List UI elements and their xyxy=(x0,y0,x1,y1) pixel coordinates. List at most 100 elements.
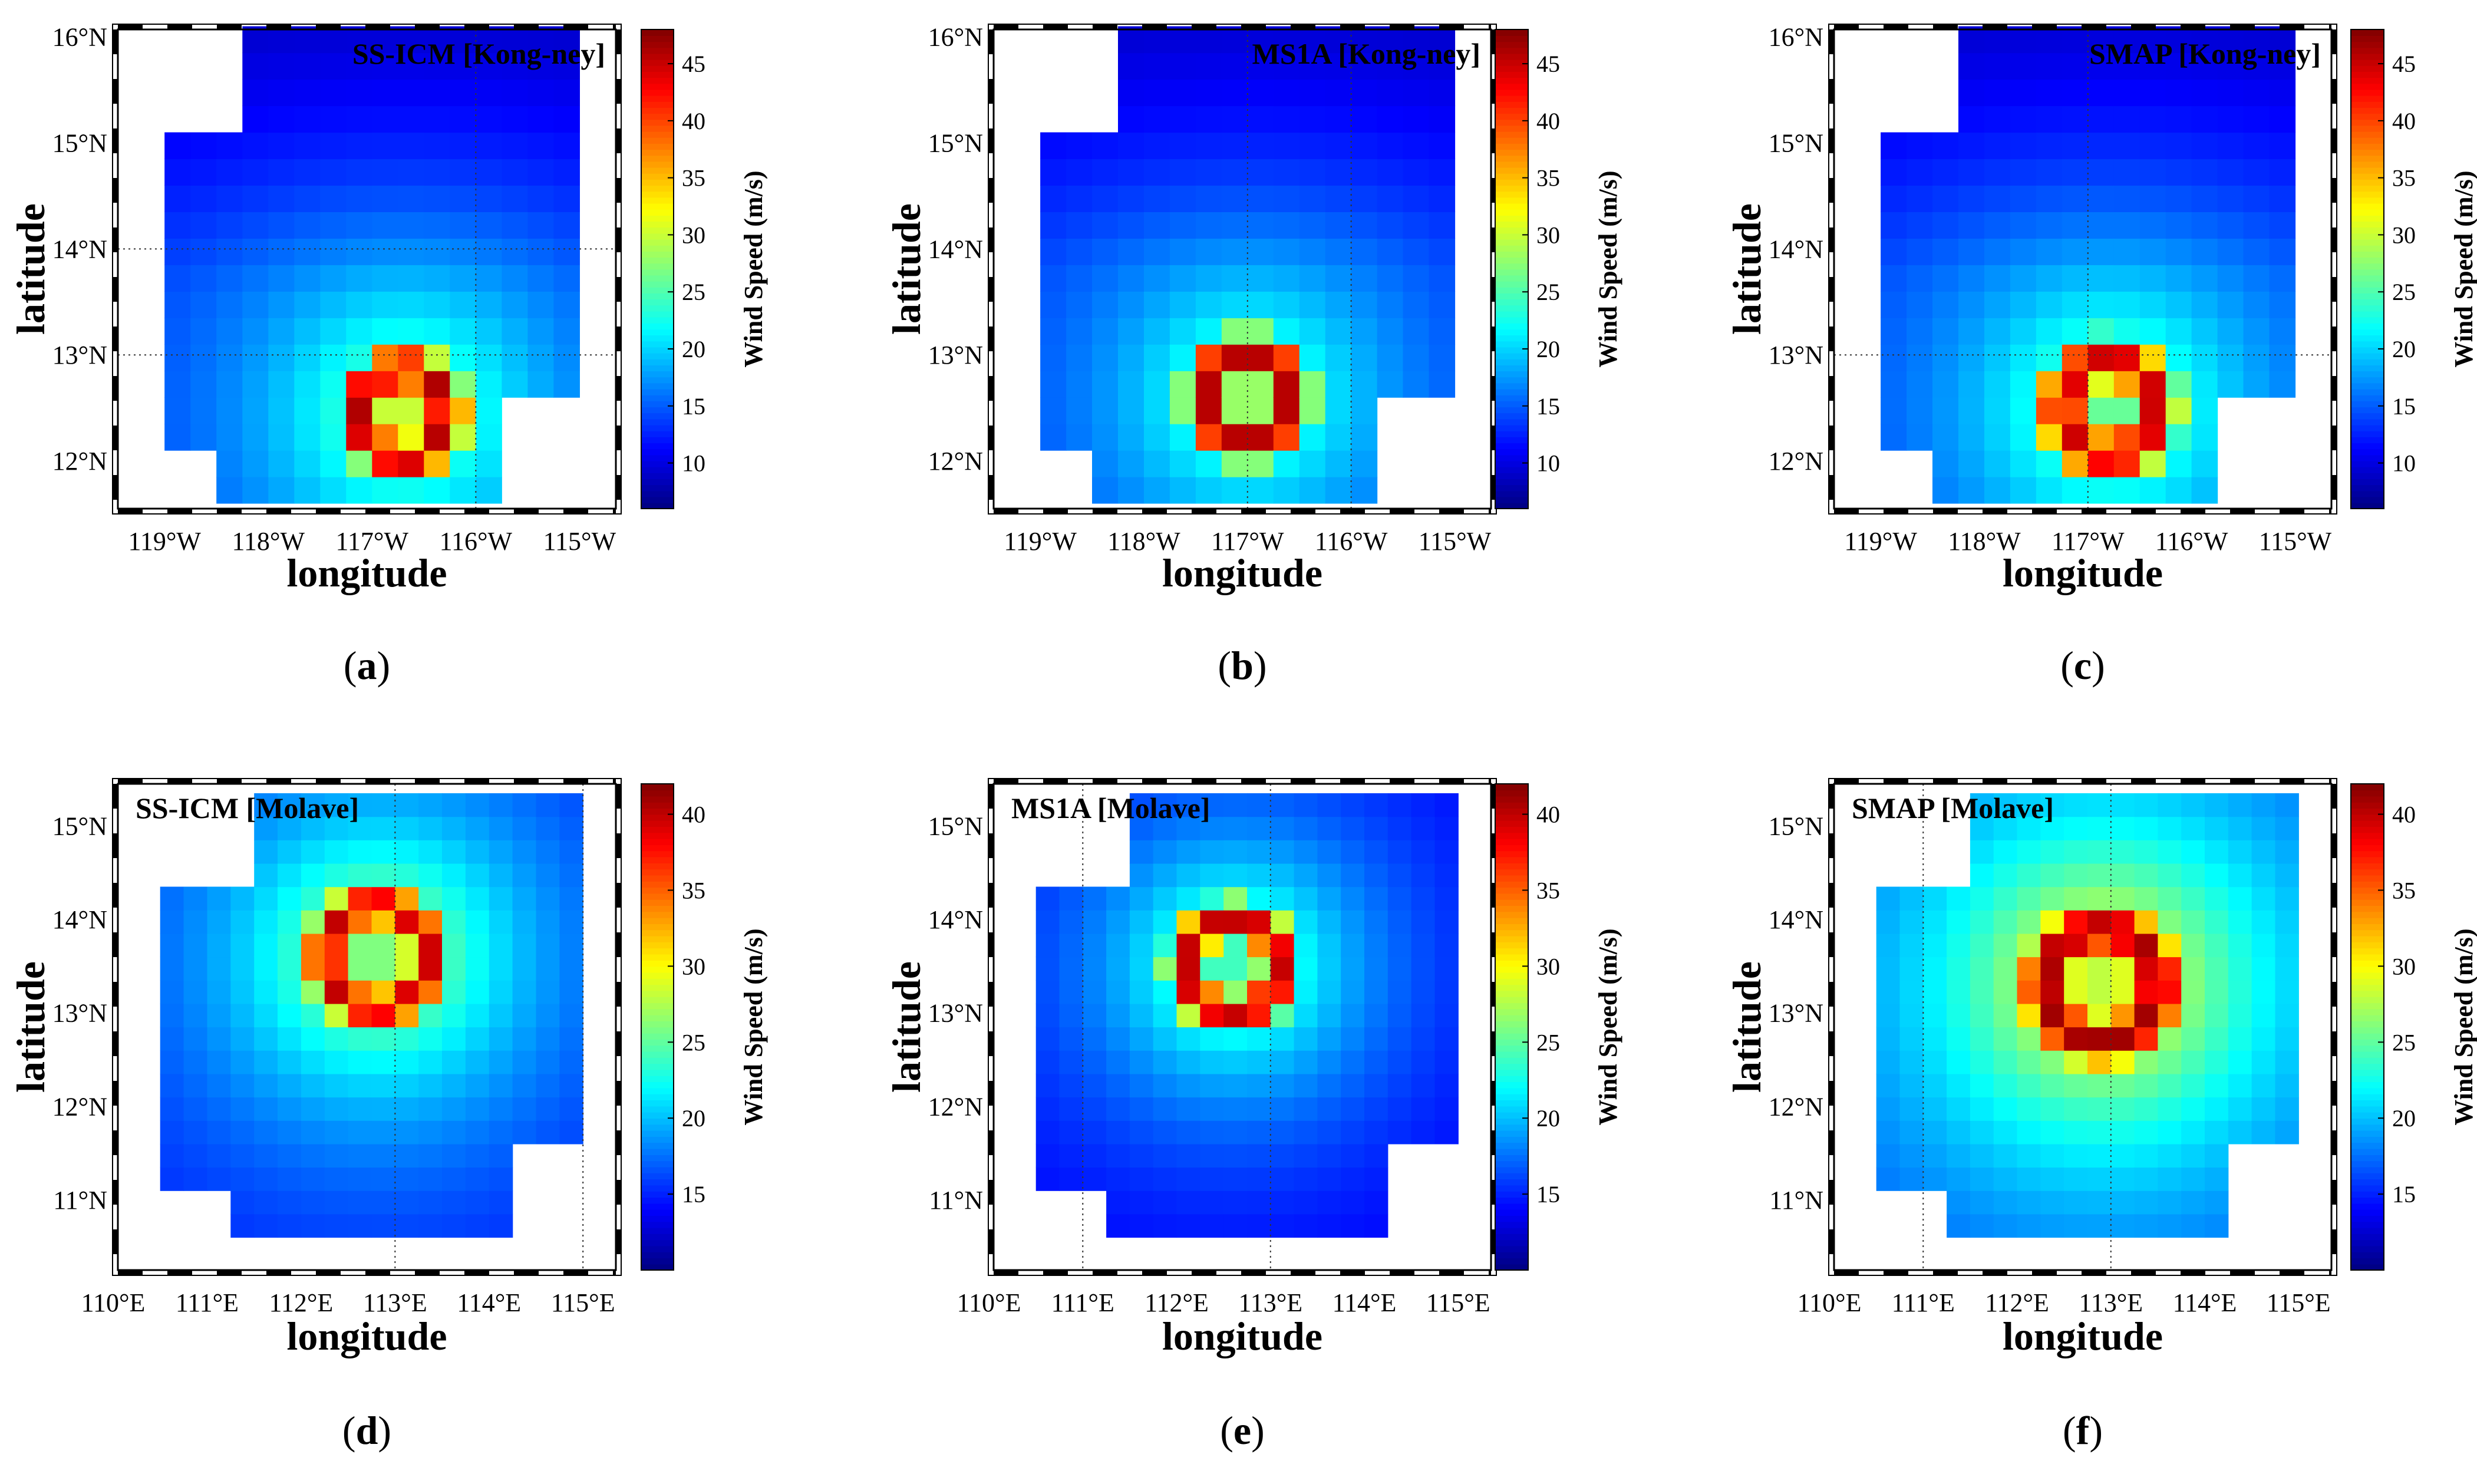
colorbar-step xyxy=(1495,203,1528,210)
heatmap-cell xyxy=(1247,1050,1271,1074)
colorbar-tick-label: 45 xyxy=(2392,51,2416,77)
colorbar-step xyxy=(641,418,674,426)
heatmap-cell xyxy=(324,816,349,840)
heatmap-cell xyxy=(450,79,476,107)
colorbar-step xyxy=(1495,251,1528,258)
heatmap-cell xyxy=(1092,291,1119,318)
heatmap-cell xyxy=(2010,212,2037,239)
heatmap-cell xyxy=(2134,933,2158,958)
heatmap-cell xyxy=(1984,265,2011,292)
colorbar-step xyxy=(641,113,674,120)
colorbar-tick-label: 10 xyxy=(682,450,705,477)
heatmap-cell xyxy=(1247,105,1274,133)
heatmap-cell xyxy=(1429,52,1456,80)
frame-tick xyxy=(613,1270,616,1275)
frame-tick xyxy=(616,426,621,450)
heatmap-cell xyxy=(1118,212,1145,239)
frame-tick xyxy=(563,1270,588,1275)
frame-tick xyxy=(2131,1270,2156,1275)
colorbar-step xyxy=(641,942,674,949)
heatmap-cell xyxy=(1364,1213,1388,1238)
colorbar-tick-label: 20 xyxy=(682,1105,705,1132)
heatmap-cell xyxy=(1876,980,1901,1004)
frame-tick xyxy=(1142,509,1167,514)
heatmap-cell xyxy=(1092,212,1119,239)
heatmap-cell xyxy=(1993,1073,2018,1098)
heatmap-cell xyxy=(512,1027,537,1051)
x-tick-label: 116°W xyxy=(1315,527,1388,556)
heatmap-cell xyxy=(1993,840,2018,864)
frame-tick xyxy=(1043,1270,1068,1275)
colorbar-step xyxy=(1495,1245,1528,1252)
colorbar-step xyxy=(1495,856,1528,863)
heatmap-cell xyxy=(1270,1097,1295,1121)
frame-tick xyxy=(1491,277,1496,302)
colorbar-step xyxy=(641,365,674,372)
heatmap-cell xyxy=(2017,840,2041,864)
heatmap-cell xyxy=(2017,1027,2041,1051)
colorbar-step xyxy=(2351,335,2384,342)
heatmap-cell xyxy=(553,291,580,318)
heatmap-cell xyxy=(2113,238,2140,265)
heatmap-cell xyxy=(1387,933,1412,958)
heatmap-cell xyxy=(1958,26,1985,54)
heatmap-cell xyxy=(553,26,580,54)
heatmap-cell xyxy=(1247,1027,1271,1051)
heatmap-cell xyxy=(1221,397,1248,424)
heatmap-cell xyxy=(320,397,347,424)
heatmap-cell xyxy=(1403,79,1430,107)
heatmap-cell xyxy=(2217,185,2244,212)
colorbar-step xyxy=(2351,107,2384,114)
heatmap-cell xyxy=(1434,957,1459,981)
colorbar-step xyxy=(1495,125,1528,132)
colorbar-step xyxy=(641,1039,674,1046)
heatmap-cell xyxy=(1411,1073,1435,1098)
heatmap-cell xyxy=(502,132,528,160)
heatmap-cell xyxy=(2243,344,2270,371)
heatmap-cell xyxy=(2087,159,2115,186)
heatmap-cell xyxy=(2010,424,2037,451)
colorbar-step xyxy=(641,143,674,150)
colorbar-step xyxy=(1495,960,1528,967)
colorbar-step xyxy=(2351,466,2384,473)
heatmap-cell xyxy=(450,397,476,424)
colorbar-tick-label: 40 xyxy=(1536,802,1560,828)
heatmap-cell xyxy=(1247,477,1274,504)
colorbar-step xyxy=(1495,263,1528,270)
colorbar-step xyxy=(641,227,674,234)
heatmap-cell xyxy=(2113,477,2140,504)
heatmap-cell xyxy=(1434,910,1459,934)
heatmap-cell xyxy=(398,212,424,239)
frame-tick xyxy=(1933,1270,1958,1275)
heatmap-cell xyxy=(1221,132,1248,160)
heatmap-cell xyxy=(476,159,502,186)
heatmap-cell xyxy=(1153,933,1178,958)
heatmap-cell xyxy=(268,212,295,239)
heatmap-cell xyxy=(1351,238,1378,265)
heatmap-cell xyxy=(2269,105,2296,133)
colorbar-step xyxy=(641,263,674,270)
heatmap-cell xyxy=(1247,185,1274,212)
x-tick-label: 119°W xyxy=(1844,527,1917,556)
colorbar-step xyxy=(1495,352,1528,360)
frame-tick xyxy=(1241,24,1266,29)
frame-tick xyxy=(988,327,994,351)
heatmap-cell xyxy=(1317,886,1341,911)
heatmap-cell xyxy=(183,1120,208,1145)
heatmap-cell xyxy=(1434,1120,1459,1145)
heatmap-cell xyxy=(190,132,217,160)
heatmap-cell xyxy=(2036,477,2063,504)
heatmap-cell xyxy=(2010,238,2037,265)
heatmap-cell xyxy=(294,52,321,80)
colorbar-step xyxy=(1495,209,1528,216)
frame-tick xyxy=(1241,1270,1266,1275)
heatmap-cell xyxy=(476,291,502,318)
heatmap-cell xyxy=(2110,1097,2135,1121)
heatmap-cell xyxy=(1970,1027,1994,1051)
frame-tick xyxy=(2331,475,2337,500)
x-tick-label: 118°W xyxy=(232,527,305,556)
colorbar-step xyxy=(1495,1093,1528,1100)
frame-tick xyxy=(1829,178,1834,203)
frame-tick xyxy=(1491,883,1496,908)
heatmap-cell xyxy=(1907,212,1933,239)
